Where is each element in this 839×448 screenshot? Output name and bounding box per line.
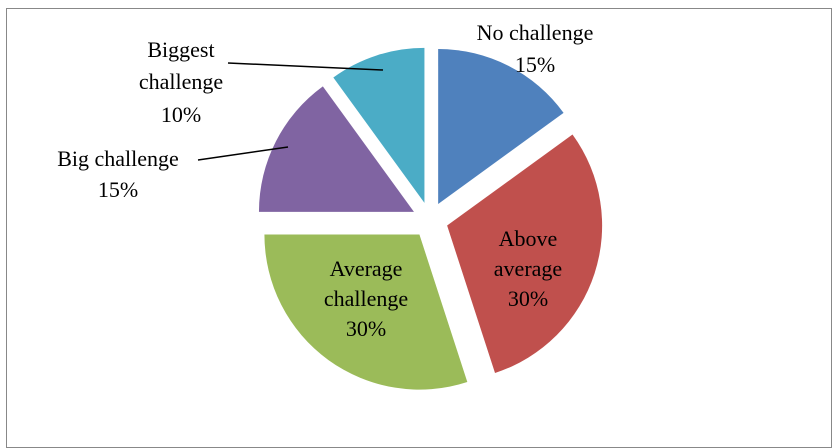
data-label-category-biggest-challenge: challenge [139, 69, 223, 94]
data-label-value-no-challenge: 15% [515, 52, 555, 77]
data-label-value-average-challenge: 30% [346, 316, 386, 341]
pie-slice-biggest-challenge [333, 47, 425, 203]
data-label-category-average-challenge: challenge [324, 286, 408, 311]
pie-slice-no-challenge [438, 48, 564, 204]
data-label-category-above-average: average [494, 256, 562, 281]
data-label-value-above-average: 30% [508, 286, 548, 311]
data-label-value-big-challenge: 15% [98, 177, 138, 202]
data-label-category-average-challenge: Average [330, 256, 403, 281]
pie-slice-average-challenge [264, 234, 468, 390]
data-label-category-no-challenge: No challenge [477, 20, 594, 45]
leader-line-big-challenge [197, 146, 289, 161]
data-label-category-above-average: Above [499, 226, 558, 251]
pie-chart: No challenge 15% Above average 30% Average cha… [57, 20, 603, 390]
data-label-category-biggest-challenge: Biggest [147, 37, 214, 62]
pie-slice-above-average [447, 134, 603, 373]
leader-line-biggest-challenge [227, 62, 384, 71]
pie-slice-big-challenge [258, 86, 414, 212]
data-label-category-big-challenge: Big challenge [57, 146, 179, 171]
data-label-value-biggest-challenge: 10% [161, 102, 201, 127]
